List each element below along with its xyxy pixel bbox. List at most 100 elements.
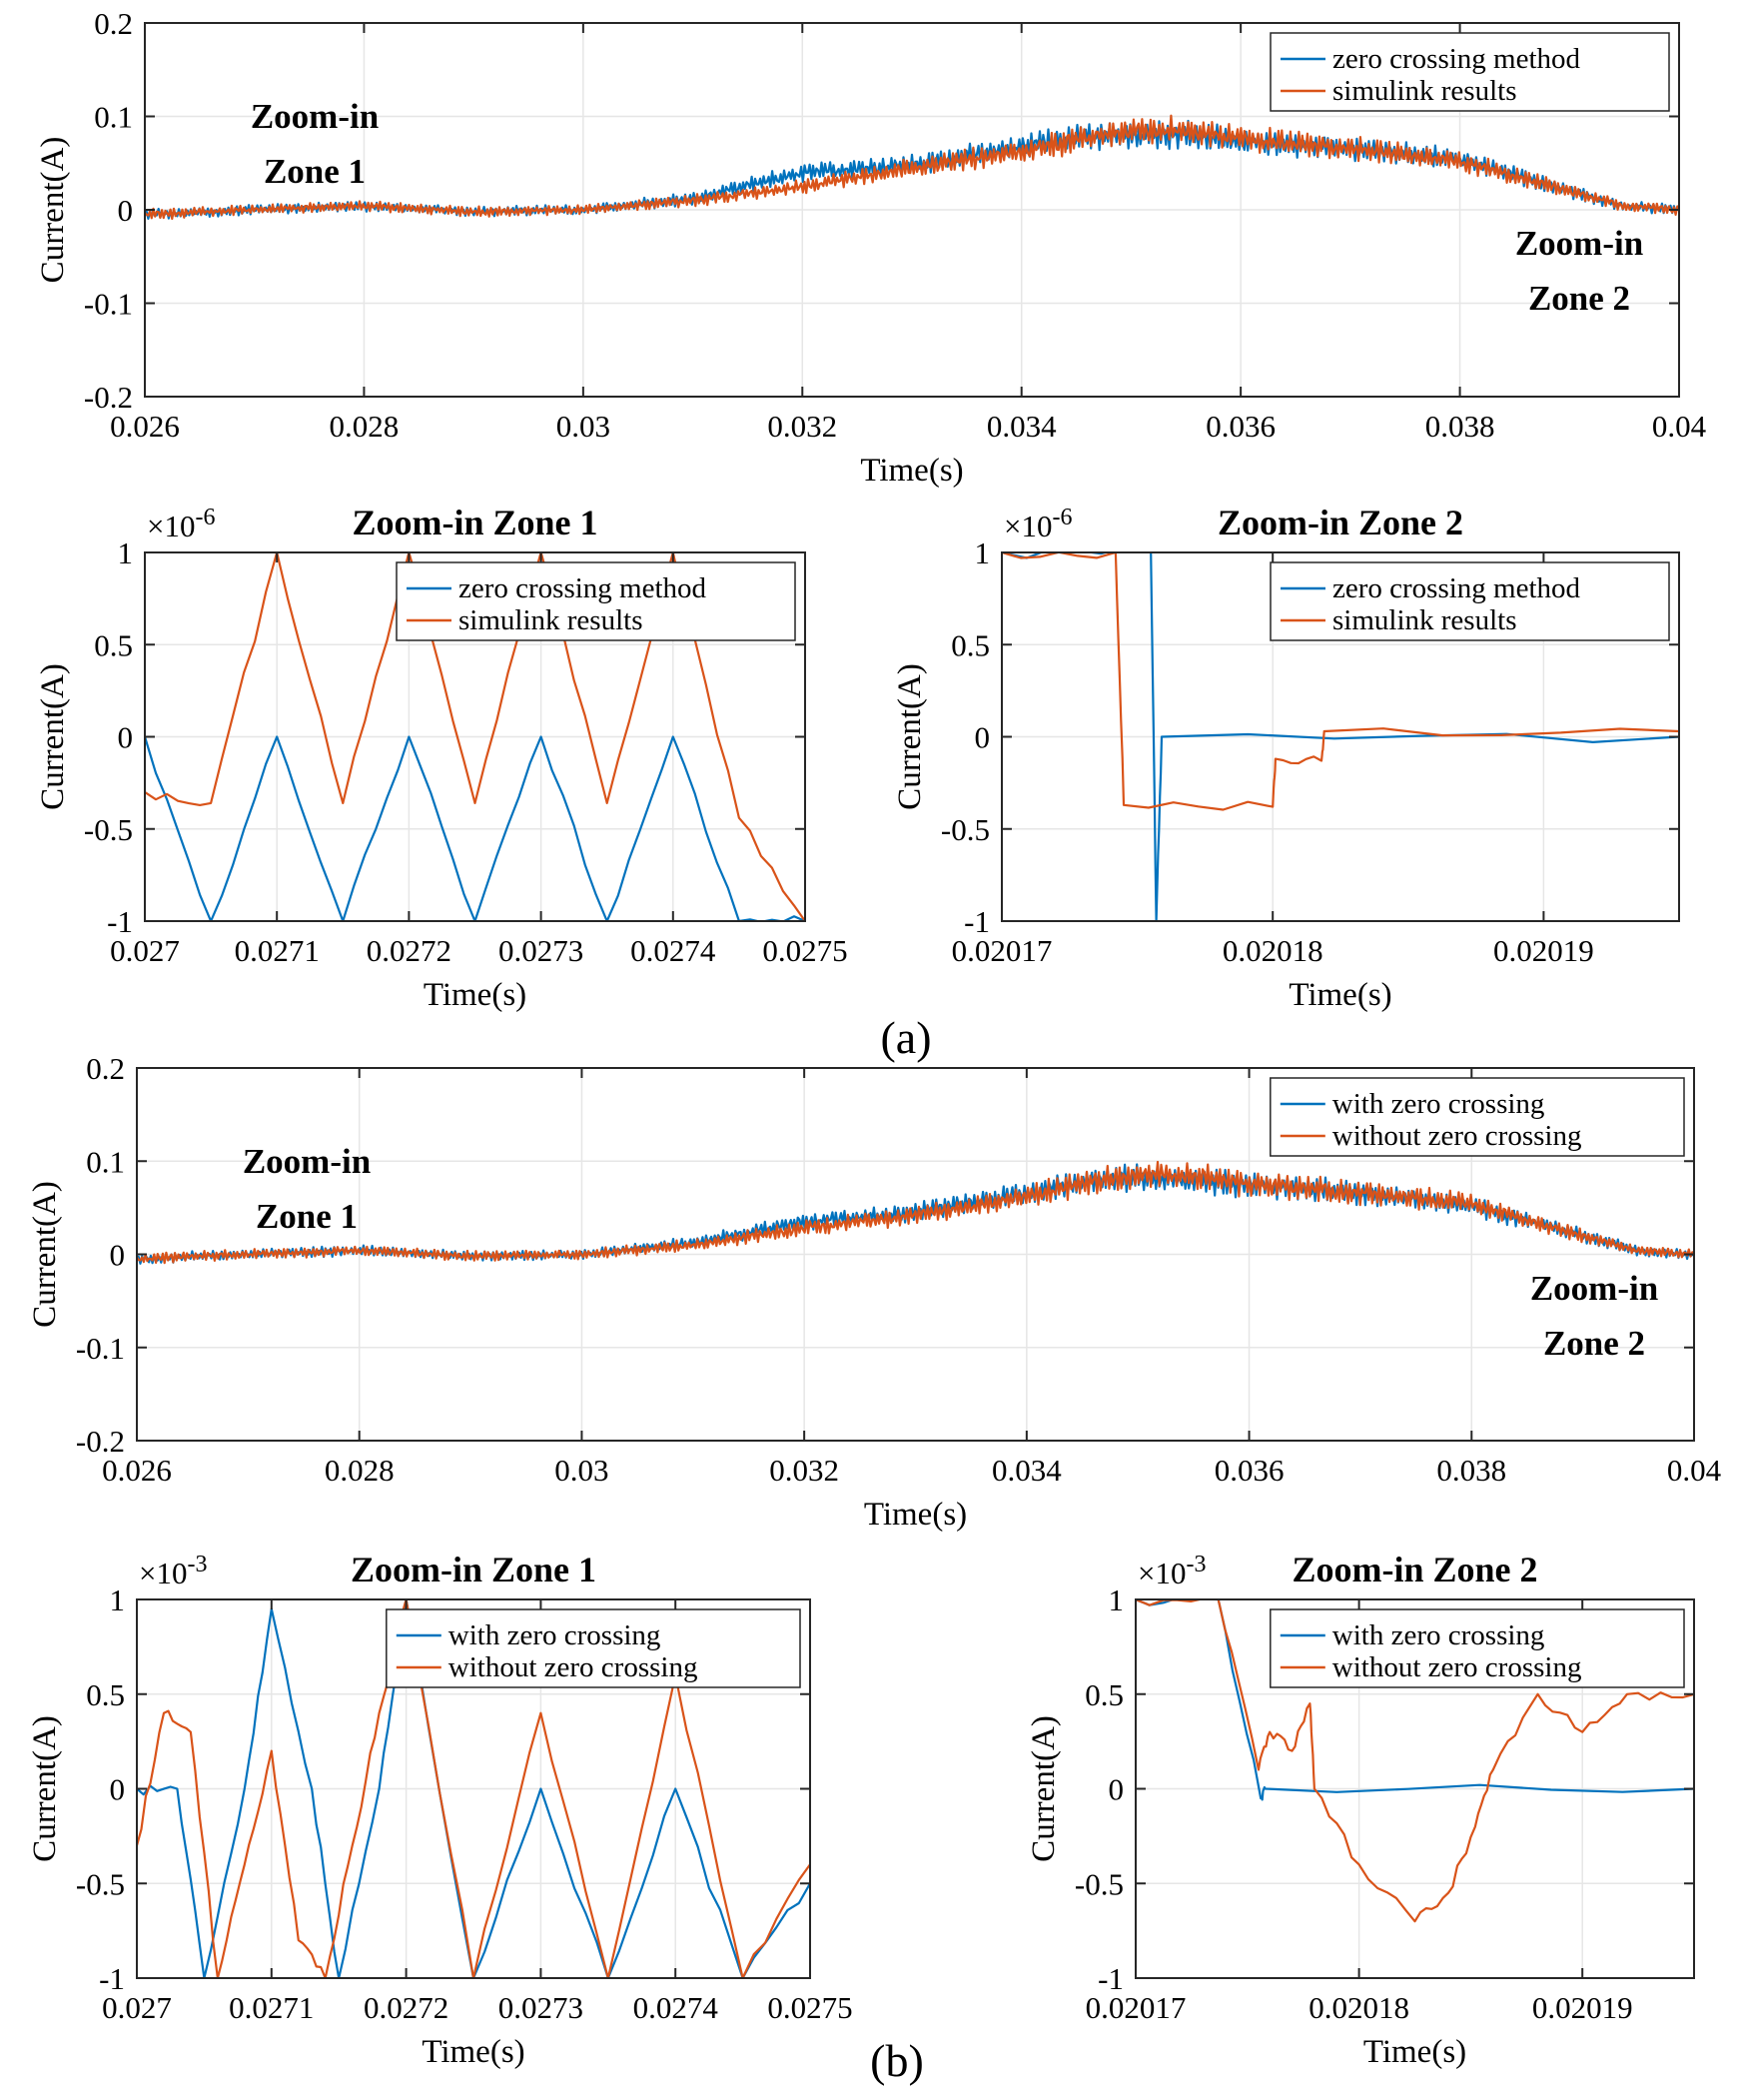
exponent-label: ×10-3 bbox=[139, 1552, 207, 1590]
y-tick-label: -0.5 bbox=[941, 812, 990, 847]
y-tick-label: 0.1 bbox=[86, 1144, 125, 1179]
panel-title: Zoom-in Zone 1 bbox=[351, 1550, 596, 1589]
legend-box bbox=[1270, 32, 1670, 112]
y-tick-label: 0.5 bbox=[94, 627, 133, 662]
y-tick-label: 1 bbox=[110, 1582, 126, 1617]
x-axis-label: Time(s) bbox=[1363, 2034, 1466, 2070]
panel-title: Zoom-in Zone 2 bbox=[1218, 503, 1463, 542]
x-tick-label: 0.02018 bbox=[1223, 933, 1323, 968]
y-tick-label: -1 bbox=[99, 1961, 125, 1996]
y-tick-label: -1 bbox=[964, 904, 990, 939]
series-group bbox=[1002, 552, 1679, 921]
exponent-base: ×10 bbox=[1138, 1556, 1186, 1590]
y-tick-label: 0.5 bbox=[1085, 1677, 1124, 1712]
x-tick-label: 0.0272 bbox=[367, 933, 451, 968]
x-tick-label: 0.03 bbox=[554, 1453, 608, 1488]
x-tick-label: 0.027 bbox=[102, 1990, 172, 2025]
y-tick-label: -0.1 bbox=[76, 1331, 125, 1366]
series-line-2 bbox=[145, 114, 1679, 221]
y-axis-label: Current(A) bbox=[27, 1715, 63, 1862]
x-tick-label: 0.0273 bbox=[498, 1990, 583, 2025]
subfigure-label-a: (a) bbox=[880, 1012, 931, 1063]
legend-entry-label: without zero crossing bbox=[448, 1651, 698, 1683]
y-tick-label: 0.2 bbox=[94, 6, 133, 41]
x-tick-label: 0.036 bbox=[1206, 409, 1276, 444]
y-tick-label: 0 bbox=[110, 1772, 126, 1807]
panel-a-main: 0.026 0.028 0.03 0.032 0.034 0.036 0.038 0.04 -0… bbox=[35, 6, 1707, 489]
y-tick-label: -0.5 bbox=[76, 1866, 125, 1901]
legend-box bbox=[1270, 1077, 1685, 1157]
panel-b-main: 0.026 0.028 0.03 0.032 0.034 0.036 0.038 0.04 -0… bbox=[27, 1051, 1722, 1533]
x-tick-label: 0.028 bbox=[330, 409, 400, 444]
x-tick-label: 0.034 bbox=[987, 409, 1057, 444]
x-tick-label: 0.02017 bbox=[1086, 1990, 1187, 2025]
y-axis-label: Current(A) bbox=[35, 663, 71, 810]
legend-entry-label: simulink results bbox=[1332, 604, 1516, 636]
y-tick-label: 0 bbox=[1109, 1772, 1125, 1807]
exponent-label: ×10-6 bbox=[147, 505, 215, 543]
x-tick-label: 0.0272 bbox=[364, 1990, 448, 2025]
x-tick-label: 0.032 bbox=[769, 1453, 839, 1488]
series-line-2 bbox=[1002, 552, 1679, 811]
exponent-power: -3 bbox=[187, 1552, 207, 1577]
series-group bbox=[145, 114, 1679, 221]
zoom-zone-annotation: Zone 1 bbox=[256, 1197, 358, 1236]
legend-entry-label: zero crossing method bbox=[1332, 572, 1581, 604]
y-tick-label: 0.1 bbox=[94, 100, 133, 135]
x-tick-label: 0.034 bbox=[992, 1453, 1062, 1488]
exponent-base: ×10 bbox=[147, 509, 195, 543]
y-tick-label: -1 bbox=[1098, 1961, 1124, 1996]
exponent-base: ×10 bbox=[1004, 509, 1052, 543]
panel-a-zone2: 0.02017 0.02018 0.02019 -1 -0.5 0 0.5 1 Time(s) C… bbox=[892, 503, 1680, 1013]
x-tick-label: 0.0275 bbox=[762, 933, 847, 968]
exponent-power: -6 bbox=[195, 505, 215, 530]
zoom-zone-annotation: Zone 2 bbox=[1528, 279, 1630, 318]
x-tick-label: 0.038 bbox=[1425, 409, 1495, 444]
x-axis-label: Time(s) bbox=[424, 977, 526, 1013]
y-tick-label: 0 bbox=[110, 1238, 126, 1273]
legend-entry-label: without zero crossing bbox=[1332, 1651, 1582, 1683]
x-tick-label: 0.026 bbox=[110, 409, 180, 444]
x-axis-label: Time(s) bbox=[1289, 977, 1391, 1013]
y-axis-label: Current(A) bbox=[892, 663, 928, 810]
x-tick-label: 0.0271 bbox=[235, 933, 320, 968]
exponent-power: -3 bbox=[1186, 1552, 1206, 1577]
x-tick-label: 0.04 bbox=[1667, 1453, 1722, 1488]
series-group bbox=[1136, 1599, 1694, 1923]
exponent-power: -6 bbox=[1052, 505, 1072, 530]
x-tick-label: 0.027 bbox=[110, 933, 180, 968]
exponent-label: ×10-3 bbox=[1138, 1552, 1206, 1590]
y-axis-label: Current(A) bbox=[35, 137, 71, 284]
y-tick-label: -0.2 bbox=[76, 1424, 125, 1459]
y-tick-label: 0.5 bbox=[951, 627, 990, 662]
x-tick-label: 0.02017 bbox=[952, 933, 1053, 968]
series-line-2 bbox=[137, 1160, 1694, 1265]
series-line-2 bbox=[1136, 1599, 1694, 1923]
y-tick-label: 0 bbox=[975, 720, 991, 755]
zoom-zone-annotation: Zoom-in bbox=[251, 97, 379, 136]
panel-title: Zoom-in Zone 2 bbox=[1292, 1550, 1537, 1589]
x-tick-label: 0.03 bbox=[556, 409, 610, 444]
zoom-zone-annotation: Zone 1 bbox=[264, 152, 366, 191]
legend-entry-label: with zero crossing bbox=[1332, 1088, 1545, 1120]
x-tick-label: 0.028 bbox=[325, 1453, 395, 1488]
y-tick-label: 0.2 bbox=[86, 1051, 125, 1086]
panel-b-zone2: 0.02017 0.02018 0.02019 -1 -0.5 0 0.5 1 Time(s) C… bbox=[1026, 1550, 1695, 2070]
legend-box bbox=[1270, 561, 1670, 641]
zoom-zone-annotation: Zoom-in bbox=[1530, 1269, 1658, 1308]
y-tick-label: -0.2 bbox=[84, 380, 133, 415]
x-tick-label: 0.0271 bbox=[229, 1990, 314, 2025]
x-axis-label: Time(s) bbox=[860, 453, 963, 489]
y-tick-label: 0 bbox=[118, 193, 134, 228]
series-group bbox=[137, 1160, 1694, 1265]
x-tick-label: 0.02019 bbox=[1532, 1990, 1633, 2025]
zoom-zone-annotation: Zone 2 bbox=[1543, 1324, 1645, 1363]
series-line-1 bbox=[137, 1599, 810, 1978]
x-tick-label: 0.0275 bbox=[767, 1990, 852, 2025]
legend-box bbox=[386, 1608, 801, 1688]
x-tick-label: 0.02019 bbox=[1493, 933, 1594, 968]
x-tick-label: 0.036 bbox=[1215, 1453, 1285, 1488]
legend-entry-label: with zero crossing bbox=[1332, 1619, 1545, 1651]
y-tick-label: 0 bbox=[118, 720, 134, 755]
exponent-base: ×10 bbox=[139, 1556, 187, 1590]
